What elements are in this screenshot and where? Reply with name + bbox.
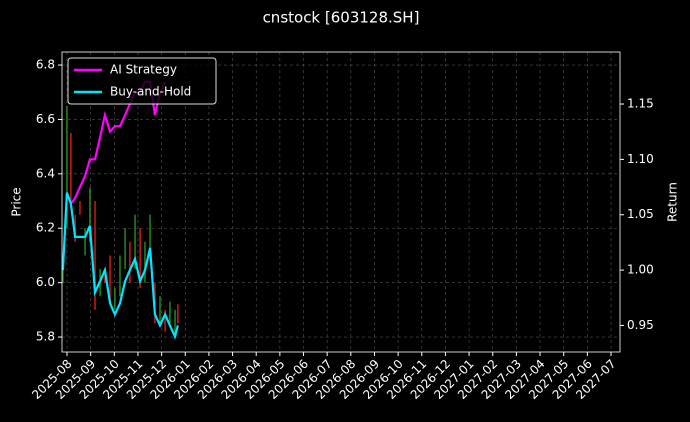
y-tick-label: 6.6 [36, 112, 55, 126]
legend-label: Buy-and-Hold [110, 85, 191, 99]
legend-label: AI Strategy [110, 63, 177, 77]
y2-tick-label: 1.00 [627, 263, 654, 277]
y-tick-label: 6.8 [36, 58, 55, 72]
series-line [61, 192, 179, 340]
y-tick-label: 6.4 [36, 166, 55, 180]
y-tick-label: 6.0 [36, 275, 55, 289]
y2-tick-label: 1.15 [627, 97, 654, 111]
plot-frame [61, 51, 621, 353]
y2-tick-label: 0.95 [627, 318, 654, 332]
y2-axis-label: Return [666, 182, 680, 222]
chart-title: cnstock [603128.SH] [263, 9, 420, 27]
legend: AI Strategy Buy-and-Hold [67, 57, 217, 105]
y-tick-label: 6.2 [36, 221, 55, 235]
y2-tick-label: 1.10 [627, 152, 654, 166]
y-tick-label: 5.8 [36, 330, 55, 344]
legend-box [67, 57, 217, 105]
y2-tick-label: 1.05 [627, 207, 654, 221]
y-axis-label: Price [10, 187, 24, 216]
